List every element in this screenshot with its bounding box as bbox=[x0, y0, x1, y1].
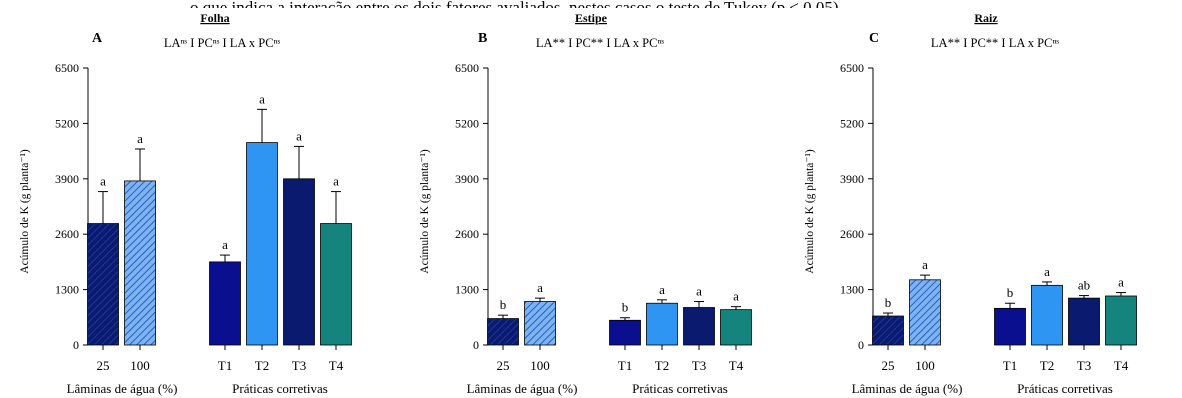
chart-panel-B: B Estipe LA** I PC** I LA x PCⁿˢ 0 1300 2600 3… bbox=[419, 11, 752, 396]
x-tick-label: T1 bbox=[218, 358, 232, 373]
bar-100 bbox=[524, 301, 556, 346]
significance-label: LA** I PC** I LA x PCⁿˢ bbox=[931, 36, 1059, 50]
y-tick-label: 5200 bbox=[455, 116, 479, 130]
significance-letter: a bbox=[696, 284, 702, 299]
bar-T2 bbox=[1031, 284, 1063, 346]
bar-T4 bbox=[720, 309, 752, 346]
panel-letter: A bbox=[92, 31, 103, 46]
bar-T3 bbox=[1068, 297, 1100, 346]
x-tick-label: T1 bbox=[1003, 358, 1017, 373]
x-tick-label: 100 bbox=[130, 358, 150, 373]
significance-letter: a bbox=[537, 280, 543, 295]
y-tick-label: 6500 bbox=[55, 61, 79, 75]
bar-T2 bbox=[646, 302, 678, 346]
bar-100 bbox=[124, 180, 156, 346]
bar-T4 bbox=[320, 223, 352, 346]
significance-letter: b bbox=[1007, 285, 1014, 300]
significance-letter: a bbox=[222, 237, 228, 252]
y-tick-label: 1300 bbox=[55, 283, 79, 297]
significance-letter: a bbox=[659, 282, 665, 297]
y-tick-label: 6500 bbox=[455, 61, 479, 75]
significance-letter: b bbox=[885, 295, 892, 310]
significance-letter: b bbox=[622, 300, 629, 315]
cropped-caption-text: o que indica a interação entre os dois f… bbox=[190, 0, 843, 8]
y-tick-label: 0 bbox=[473, 338, 479, 352]
significance-letter: a bbox=[259, 91, 265, 106]
group-label-laminas: Lâminas de água (%) bbox=[67, 381, 178, 396]
x-tick-label: 25 bbox=[497, 358, 510, 373]
significance-label: LAⁿˢ I PCⁿˢ I LA x PCⁿˢ bbox=[164, 36, 281, 50]
chart-panel-A: A Folha LAⁿˢ I PCⁿˢ I LA x PCⁿˢ 0 1300 2600 39… bbox=[19, 11, 352, 396]
group-label-laminas: Lâminas de água (%) bbox=[467, 381, 578, 396]
significance-letter: a bbox=[922, 257, 928, 272]
y-tick-label: 5200 bbox=[55, 116, 79, 130]
x-tick-label: T4 bbox=[1114, 358, 1129, 373]
significance-letter: a bbox=[1118, 275, 1124, 290]
bar-25 bbox=[872, 315, 904, 346]
group-label-praticas: Práticas corretivas bbox=[632, 381, 728, 396]
x-tick-label: T4 bbox=[329, 358, 344, 373]
group-label-praticas: Práticas corretivas bbox=[1017, 381, 1113, 396]
panels-group: A Folha LAⁿˢ I PCⁿˢ I LA x PCⁿˢ 0 1300 2600 39… bbox=[19, 11, 1137, 396]
bar-T4 bbox=[1105, 295, 1137, 346]
y-tick-label: 1300 bbox=[840, 283, 864, 297]
y-tick-label: 2600 bbox=[455, 227, 479, 241]
x-tick-label: T2 bbox=[1040, 358, 1054, 373]
y-tick-label: 6500 bbox=[840, 61, 864, 75]
y-tick-label: 2600 bbox=[55, 227, 79, 241]
y-tick-label: 3900 bbox=[840, 172, 864, 186]
panel-letter: B bbox=[478, 31, 487, 46]
significance-label: LA** I PC** I LA x PCⁿˢ bbox=[536, 36, 664, 50]
x-tick-label: 25 bbox=[97, 358, 110, 373]
y-tick-label: 3900 bbox=[455, 172, 479, 186]
x-tick-label: 100 bbox=[915, 358, 935, 373]
x-tick-label: T3 bbox=[692, 358, 706, 373]
bar-T2 bbox=[246, 142, 278, 346]
significance-letter: b bbox=[500, 297, 507, 312]
y-tick-label: 3900 bbox=[55, 172, 79, 186]
bar-T1 bbox=[994, 307, 1026, 346]
y-tick-label: 5200 bbox=[840, 116, 864, 130]
significance-letter: a bbox=[296, 128, 302, 143]
bar-25 bbox=[87, 223, 119, 346]
x-tick-label: 100 bbox=[530, 358, 550, 373]
significance-letter: a bbox=[733, 289, 739, 304]
significance-letter: a bbox=[1044, 264, 1050, 279]
x-tick-label: T3 bbox=[292, 358, 306, 373]
y-tick-label: 1300 bbox=[455, 283, 479, 297]
y-axis-title: Acúmulo de K (g planta⁻¹) bbox=[19, 149, 31, 274]
significance-letter: a bbox=[100, 174, 106, 189]
bar-T3 bbox=[683, 307, 715, 346]
y-axis-title: Acúmulo de K (g planta⁻¹) bbox=[419, 149, 431, 274]
x-tick-label: T4 bbox=[729, 358, 744, 373]
cropped-caption-svg: o que indica a interação entre os dois f… bbox=[190, 0, 843, 8]
y-tick-label: 0 bbox=[858, 338, 864, 352]
bar-100 bbox=[909, 279, 941, 346]
x-tick-label: T2 bbox=[255, 358, 269, 373]
y-tick-label: 0 bbox=[73, 338, 79, 352]
y-axis-title: Acúmulo de K (g planta⁻¹) bbox=[804, 149, 816, 274]
group-label-praticas: Práticas corretivas bbox=[232, 381, 328, 396]
bar-T1 bbox=[609, 319, 641, 346]
significance-letter: a bbox=[333, 174, 339, 189]
panel-title: Raiz bbox=[974, 11, 998, 25]
panel-letter: C bbox=[869, 31, 879, 46]
cropped-caption-fragment: o que indica a interação entre os dois f… bbox=[0, 0, 1182, 8]
bar-25 bbox=[487, 318, 519, 346]
significance-letter: a bbox=[137, 131, 143, 146]
group-label-laminas: Lâminas de água (%) bbox=[852, 381, 963, 396]
significance-letter: ab bbox=[1078, 278, 1090, 293]
x-tick-label: T2 bbox=[655, 358, 669, 373]
x-tick-label: T1 bbox=[618, 358, 632, 373]
x-tick-label: 25 bbox=[882, 358, 895, 373]
chart-panel-C: C Raiz LA** I PC** I LA x PCⁿˢ 0 1300 2600 390… bbox=[804, 11, 1137, 396]
y-tick-label: 2600 bbox=[840, 227, 864, 241]
bar-T1 bbox=[209, 261, 241, 346]
panel-title: Estipe bbox=[575, 11, 608, 25]
x-tick-label: T3 bbox=[1077, 358, 1091, 373]
panel-title: Folha bbox=[200, 11, 229, 25]
bar-T3 bbox=[283, 178, 315, 346]
